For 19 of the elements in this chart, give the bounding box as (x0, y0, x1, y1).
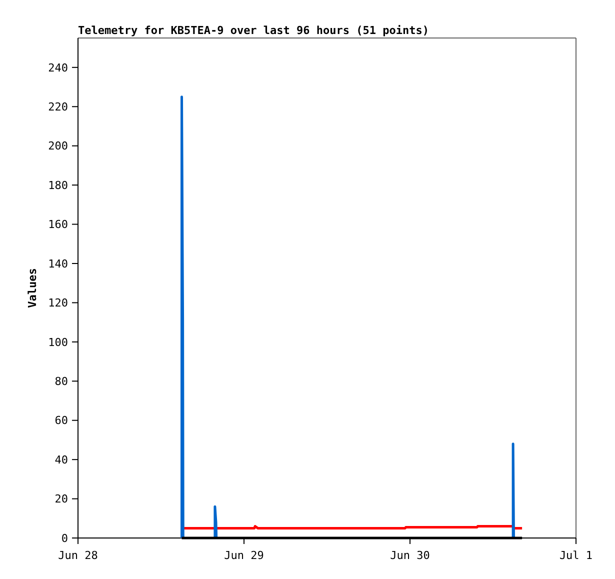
chart-title: Telemetry for KB5TEA-9 over last 96 hours (51 points) (78, 24, 429, 37)
x-tick-label: Jun 28 (58, 549, 98, 562)
y-axis-title: Values (26, 268, 39, 308)
y-tick-label: 40 (54, 453, 68, 466)
y-tick-label: 180 (48, 178, 68, 192)
y-tick-label: 140 (48, 257, 68, 270)
y-tick-label: 100 (48, 336, 68, 349)
y-tick-label: 60 (54, 414, 68, 428)
y-tick-label: 200 (48, 140, 68, 153)
y-tick-label: 80 (54, 374, 68, 388)
x-tick-label: Jul 1 (559, 549, 593, 562)
y-tick-label: 120 (48, 296, 68, 310)
x-tick-label: Jun 30 (390, 549, 430, 562)
y-tick-label: 220 (48, 100, 68, 114)
y-tick-label: 160 (48, 218, 68, 232)
y-tick-label: 240 (48, 61, 68, 74)
y-tick-label: 20 (54, 492, 68, 506)
y-tick-label: 0 (61, 532, 68, 545)
x-tick-label: Jun 29 (224, 549, 264, 562)
